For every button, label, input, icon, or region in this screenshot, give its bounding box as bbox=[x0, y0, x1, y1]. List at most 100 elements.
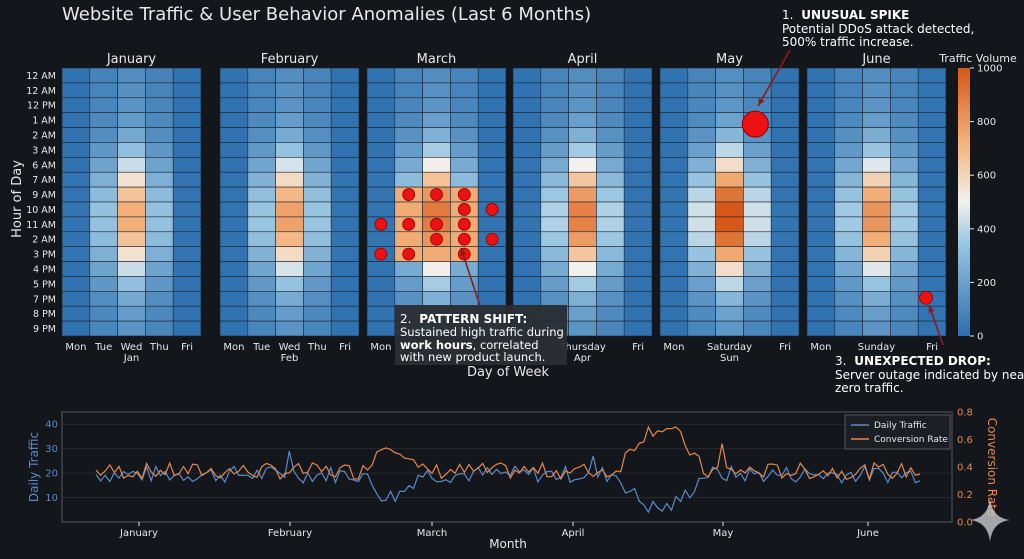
series-conversion-rate-line bbox=[95, 425, 921, 482]
heatmap-cell bbox=[247, 216, 276, 233]
heatmap-cell bbox=[366, 231, 396, 247]
heatmap-cell bbox=[61, 82, 91, 99]
heatmap-cell bbox=[117, 171, 146, 188]
heatmap-cell bbox=[422, 276, 451, 292]
heatmap-cell bbox=[303, 97, 332, 113]
heatmap-cell bbox=[303, 246, 332, 262]
heatmap-cell bbox=[117, 276, 146, 292]
heatmap-cell bbox=[512, 246, 542, 262]
heatmap-cell bbox=[623, 186, 653, 203]
hour-tick-label: 9 PM bbox=[33, 324, 56, 335]
heatmap-cell bbox=[247, 171, 276, 188]
heatmap-cell bbox=[770, 112, 800, 128]
right-tick-label: 0.0 bbox=[957, 518, 973, 529]
heatmap-cell bbox=[659, 320, 689, 337]
pattern-shift-marker bbox=[457, 232, 471, 246]
heatmap-cell bbox=[219, 112, 249, 128]
heatmap-cell bbox=[596, 201, 625, 218]
heatmap-cell bbox=[834, 305, 863, 322]
heatmap-cell bbox=[715, 246, 744, 262]
heatmap-cell bbox=[61, 216, 91, 233]
heatmap-cell bbox=[117, 201, 146, 218]
heatmap-cell bbox=[330, 201, 360, 218]
heatmap-cell bbox=[477, 157, 507, 173]
heatmap-cell bbox=[917, 320, 947, 337]
heatmap-cell bbox=[145, 142, 174, 158]
pattern-shift-marker bbox=[374, 247, 388, 261]
heatmap-cell bbox=[275, 171, 304, 188]
heatmap-cell bbox=[366, 82, 396, 99]
heatmap-cell bbox=[275, 142, 304, 158]
heatmap-cell bbox=[275, 261, 304, 277]
heatmap-cell bbox=[568, 201, 597, 218]
heatmap-cell bbox=[61, 186, 91, 203]
day-tick-label: Saturday bbox=[707, 342, 752, 353]
heatmap-cell bbox=[770, 142, 800, 158]
heatmap-cell bbox=[834, 261, 863, 277]
day-tick-label: Mon bbox=[663, 342, 684, 353]
annotation-1-line-1: Potential DDoS attack detected, bbox=[782, 22, 974, 36]
heatmap-cell bbox=[596, 82, 625, 99]
heatmap-cell bbox=[477, 261, 507, 277]
heatmap-cell bbox=[247, 142, 276, 158]
heatmap-cell bbox=[117, 231, 146, 247]
heatmap-cell bbox=[806, 231, 836, 247]
heatmap-cell bbox=[477, 142, 507, 158]
panel-title: February bbox=[261, 52, 319, 67]
heatmap-cell bbox=[219, 171, 249, 188]
heatmap-cell bbox=[275, 186, 304, 203]
heatmap-cell bbox=[145, 112, 174, 128]
heatmap-cell bbox=[890, 246, 919, 262]
heatmap-cell bbox=[61, 67, 91, 84]
hour-tick-label: 3 PM bbox=[33, 250, 56, 261]
heatmap-cell bbox=[512, 276, 542, 292]
left-tick-label: 10 bbox=[45, 493, 58, 504]
heatmap-cell bbox=[862, 82, 891, 99]
heatmap-cell bbox=[477, 82, 507, 99]
heatmap-cell bbox=[806, 82, 836, 99]
heatmap-cell bbox=[450, 157, 479, 173]
heatmap-cell bbox=[540, 142, 569, 158]
heatmap-cell bbox=[61, 261, 91, 277]
heatmap-cell bbox=[568, 231, 597, 247]
heatmap-panels: January Mon Tue Wed Thu Fri Jan February Mon Tue W… bbox=[61, 52, 947, 364]
heatmap-cell bbox=[275, 231, 304, 247]
heatmap-cell bbox=[770, 305, 800, 322]
heatmap-cell bbox=[394, 276, 423, 292]
panel-title: June bbox=[861, 52, 890, 67]
heatmap-cell bbox=[394, 261, 423, 277]
heatmap-cell bbox=[172, 320, 202, 337]
heatmap-cell bbox=[715, 142, 744, 158]
heatmap-cell bbox=[219, 67, 249, 84]
hour-tick-label: 12 PM bbox=[27, 101, 56, 112]
day-tick-label: Sunday bbox=[858, 342, 895, 353]
panel-title: April bbox=[568, 52, 598, 67]
heatmap-cell bbox=[61, 112, 91, 128]
heatmap-cell bbox=[394, 231, 423, 247]
heatmap-cell bbox=[366, 112, 396, 128]
heatmap-cell bbox=[61, 142, 91, 158]
heatmap-cell bbox=[715, 261, 744, 277]
heatmap-cell bbox=[422, 97, 451, 113]
heatmap-cell bbox=[330, 246, 360, 262]
heatmap-cell bbox=[366, 171, 396, 188]
heatmap-cell bbox=[623, 231, 653, 247]
heatmap-panel-june: June Mon Sunday Fri bbox=[806, 52, 947, 353]
drop-marker bbox=[919, 290, 933, 305]
heatmap-cell bbox=[172, 171, 202, 188]
heatmap-cell bbox=[394, 157, 423, 173]
sparkle-icon bbox=[970, 498, 1010, 542]
heatmap-cell bbox=[917, 246, 947, 262]
heatmap-cell bbox=[172, 112, 202, 128]
hour-tick-label: 6 AM bbox=[32, 160, 56, 171]
month-ticks: January February March April May June bbox=[119, 522, 879, 539]
heatmap-cell bbox=[806, 67, 836, 84]
heatmap-cell bbox=[117, 157, 146, 173]
heatmap-cell bbox=[366, 261, 396, 277]
heatmap-cell bbox=[477, 246, 507, 262]
heatmap-cell bbox=[247, 291, 276, 307]
pattern-shift-arrow bbox=[460, 247, 481, 307]
heatmap-cell bbox=[540, 157, 569, 173]
heatmap-cell bbox=[540, 112, 569, 128]
heatmap-cell bbox=[806, 305, 836, 322]
